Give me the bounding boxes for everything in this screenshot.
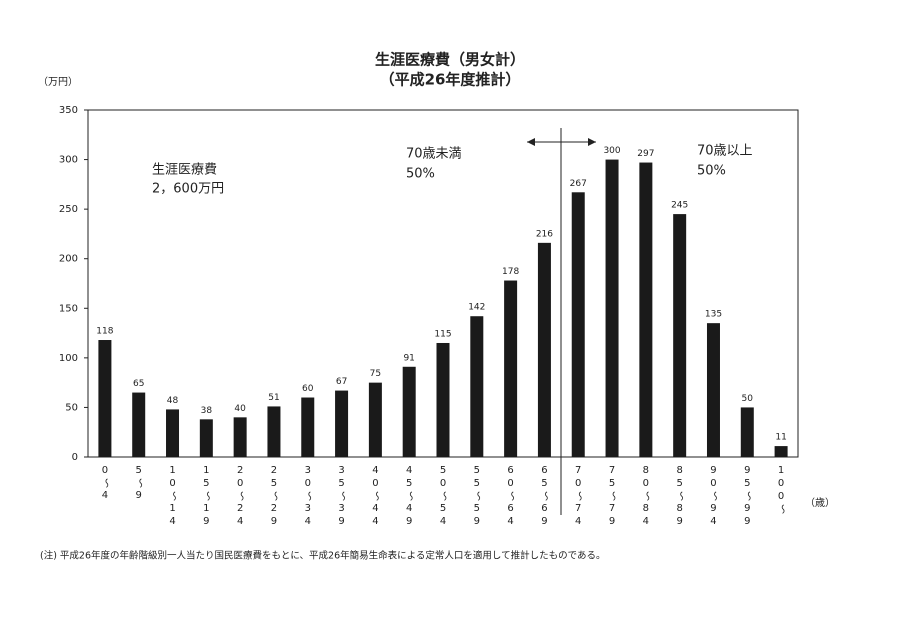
- x-tick-label: 80〜84: [640, 465, 651, 529]
- value-label: 91: [403, 353, 414, 363]
- chart-title: 生涯医療費（男女計）: [375, 51, 525, 69]
- x-tick-label: 45〜49: [404, 465, 415, 529]
- value-label: 48: [167, 396, 179, 406]
- bar: [436, 342, 450, 457]
- x-tick-label: 100〜: [776, 465, 787, 516]
- value-label: 51: [268, 393, 279, 403]
- bar: [368, 382, 382, 457]
- annotation: 2，600万円: [152, 182, 224, 197]
- x-tick-label: 95〜99: [742, 465, 753, 529]
- bar: [267, 406, 281, 457]
- bar: [740, 407, 754, 457]
- x-tick-label: 30〜34: [302, 465, 313, 529]
- value-label: 297: [637, 149, 654, 159]
- y-tick-label: 300: [59, 155, 78, 166]
- arrow-head: [527, 138, 596, 146]
- bar: [706, 323, 720, 457]
- y-tick-label: 250: [59, 204, 78, 215]
- x-tick-label: 60〜64: [505, 465, 516, 529]
- y-tick-label: 0: [72, 452, 78, 463]
- value-label: 60: [302, 384, 314, 394]
- value-label: 11: [775, 433, 786, 443]
- value-label: 115: [434, 329, 451, 339]
- note: (注) 平成26年度の年齢階級別一人当たり国民医療費をもとに、平成26年簡易生命…: [40, 550, 605, 562]
- bar: [537, 242, 551, 457]
- value-label: 216: [536, 229, 553, 239]
- x-tick-label: 5〜9: [133, 465, 144, 503]
- x-tick-label: 40〜44: [370, 465, 381, 529]
- bar: [605, 159, 619, 458]
- y-tick-label: 200: [59, 254, 78, 265]
- x-tick-label: 90〜94: [708, 465, 719, 529]
- value-label: 65: [133, 379, 144, 389]
- bar: [504, 280, 518, 457]
- bar: [673, 214, 687, 457]
- x-tick-label: 15〜19: [201, 465, 212, 529]
- x-tick-label: 35〜39: [336, 465, 347, 529]
- value-label: 300: [603, 146, 620, 156]
- x-tick-label: 55〜59: [471, 465, 482, 529]
- bar: [335, 390, 349, 457]
- value-label: 135: [705, 310, 722, 320]
- bar: [470, 316, 484, 457]
- value-label: 75: [370, 369, 381, 379]
- x-tick-label: 65〜69: [539, 465, 550, 529]
- y-tick-label: 100: [59, 353, 78, 364]
- annotation: 70歳以上: [697, 144, 753, 159]
- annotation: 70歳未満: [406, 147, 462, 162]
- y-tick-label: 150: [59, 303, 78, 314]
- bar: [301, 397, 315, 457]
- y-tick-label: 350: [59, 105, 78, 116]
- y-axis-label: （万円）: [38, 76, 78, 88]
- annotation: 50%: [406, 167, 435, 182]
- value-label: 267: [570, 179, 587, 189]
- bar: [402, 366, 416, 457]
- annotation: 50%: [697, 164, 726, 179]
- annotation: 生涯医療費: [152, 163, 217, 178]
- value-label: 245: [671, 201, 688, 211]
- bar: [166, 409, 180, 457]
- value-label: 118: [96, 327, 113, 337]
- value-label: 67: [336, 377, 347, 387]
- bar: [571, 192, 585, 457]
- bar: [132, 392, 146, 457]
- value-label: 50: [742, 394, 754, 404]
- value-label: 38: [201, 406, 213, 416]
- x-axis-label: （歳）: [805, 497, 835, 509]
- x-tick-label: 70〜74: [573, 465, 584, 529]
- bar: [233, 417, 247, 457]
- bar: [774, 446, 788, 457]
- value-label: 40: [234, 404, 246, 414]
- bar: [639, 162, 653, 457]
- x-tick-label: 75〜79: [607, 465, 618, 529]
- bar: [98, 340, 112, 457]
- y-tick-label: 50: [65, 402, 78, 413]
- x-tick-label: 25〜29: [268, 465, 279, 529]
- x-tick-label: 20〜24: [235, 465, 246, 529]
- x-tick-label: 0〜4: [99, 465, 110, 503]
- x-tick-label: 85〜89: [674, 465, 685, 529]
- x-tick-label: 50〜54: [438, 465, 449, 529]
- value-label: 178: [502, 267, 519, 277]
- chart-subtitle: （平成26年度推計）: [380, 71, 521, 89]
- value-label: 142: [468, 303, 485, 313]
- bar: [199, 419, 213, 457]
- x-tick-label: 10〜14: [167, 465, 178, 529]
